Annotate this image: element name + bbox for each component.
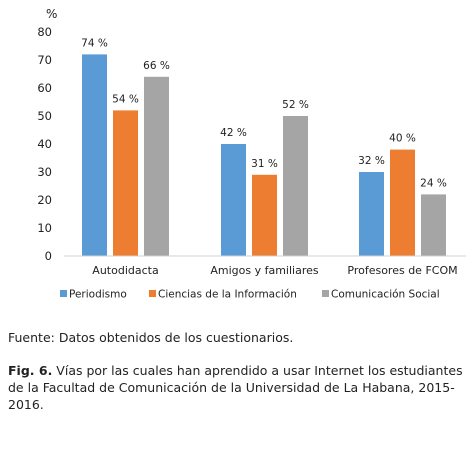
y-tick-label: 40 [37,137,52,151]
source-note: Fuente: Datos obtenidos de los cuestiona… [8,330,294,345]
bar [113,110,138,257]
bar-data-label: 74 % [81,37,108,49]
figure-label: Fig. 6. [8,363,53,378]
y-tick-label: 20 [37,193,52,207]
bar-data-label: 66 % [143,60,170,72]
y-tick-label: 10 [37,221,52,235]
legend-label: Comunicación Social [331,289,440,301]
y-axis-ticks: 0 10 20 30 40 50 60 70 80 [37,25,52,263]
bars-group [82,54,446,257]
x-axis-category-labels: Autodidacta Amigos y familiares Profesores… [92,264,457,277]
bar-data-label: 52 % [282,99,309,111]
y-tick-label: 60 [37,81,52,95]
x-category-label: Amigos y familiares [210,264,319,277]
legend-label: Periodismo [69,289,127,301]
bar [421,194,446,256]
y-tick-label: 50 [37,109,52,123]
bar [82,54,107,257]
legend-swatch [322,290,329,297]
legend: Periodismo Ciencias de la Información Comu… [60,289,440,301]
bar [221,144,246,256]
y-tick-label: 70 [37,53,52,67]
bar-data-label: 24 % [420,177,447,189]
y-tick-label: 0 [45,249,52,263]
legend-swatch [60,290,67,297]
bar [252,174,277,256]
figure-caption-text: Vías por las cuales han aprendido a usar… [8,363,463,412]
bar-data-labels: 74 % 54 % 66 % 42 % 31 % 52 % 32 % 40 % 24 % [81,37,447,189]
legend-label: Ciencias de la Información [158,289,297,301]
legend-swatch [149,290,156,297]
bar-data-label: 31 % [251,158,278,170]
x-category-label: Profesores de FCOM [347,264,457,277]
bar-chart: % 0 10 20 30 40 50 60 70 80 74 % 54 % 66 % 42 % 31 %… [37,7,466,301]
figure-caption: Fig. 6. Vías por las cuales han aprendid… [8,362,464,413]
y-tick-label: 30 [37,165,52,179]
bar [390,149,415,256]
bar-data-label: 42 % [220,127,247,139]
y-axis-unit-label: % [46,7,57,21]
y-tick-label: 80 [37,25,52,39]
bar-data-label: 40 % [389,133,416,145]
bar-data-label: 54 % [112,93,139,105]
bar-data-label: 32 % [358,155,385,167]
bar [359,172,384,256]
x-category-label: Autodidacta [92,264,158,277]
bar [144,76,169,256]
bar [283,116,308,256]
